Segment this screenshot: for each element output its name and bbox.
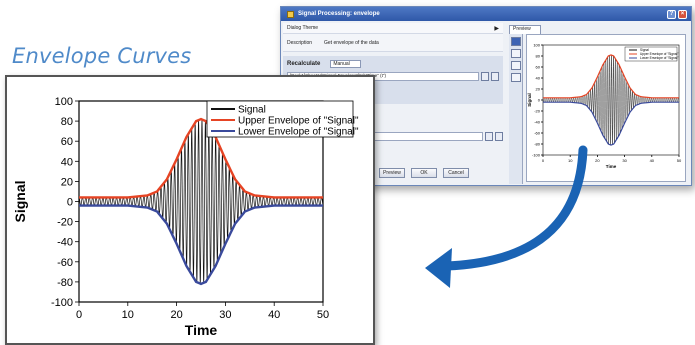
y-tick-label: 0 [67,197,73,209]
output-menu-button[interactable] [495,131,503,141]
dialog-title-bar: Signal Processing: envelope ? × [281,7,691,21]
fit-icon[interactable] [511,37,521,46]
graph-window: 0 10 20 30 40 50 100 80 60 40 20 0 -20 -40 -60 -80 -100 T… [5,75,375,345]
y-tick-label: 100 [533,43,540,48]
y-tick-label: 60 [61,136,73,148]
y-tick-label: 80 [61,116,73,128]
tab-preview[interactable]: Preview [509,25,541,34]
dialog-theme-row[interactable]: Dialog Theme ▶ [283,23,503,34]
y-tick-label: -40 [57,237,73,249]
y-axis-label: Signal [12,180,28,222]
y-tick-label: 100 [55,96,73,108]
y-tick-label: -20 [534,109,541,114]
description-row: Description Get envelope of the data [283,34,503,52]
y-tick-label: -20 [57,217,73,229]
expand-arrow-icon[interactable]: ▶ [494,25,499,32]
description-label: Description [287,39,313,46]
x-tick-label: 40 [268,309,280,321]
x-tick-label: 0 [542,158,545,163]
legend-label: Upper Envelope of "Signal" [238,116,359,127]
preview-button[interactable]: Preview [379,168,405,178]
preview-plot: 0 10 20 30 40 50 100 80 60 40 20 0 -20 -40 -60 -80 -100 T… [526,34,686,182]
y-tick-label: -40 [534,120,541,125]
x-axis-label: Time [606,164,617,169]
x-tick-label: 10 [122,309,134,321]
app-icon [287,10,294,18]
preview-toolbar [509,34,523,184]
lower-envelope-line [79,204,323,286]
y-tick-label: -60 [534,131,541,136]
y-tick-label: 80 [536,54,541,59]
y-tick-label: -60 [57,257,73,269]
ok-button[interactable]: OK [411,168,437,178]
dialog-theme-label: Dialog Theme [287,25,319,31]
upper-envelope-line [543,54,679,99]
zoom-icon[interactable] [511,49,521,58]
y-tick-label: 40 [536,76,541,81]
y-tick-label: 20 [61,176,73,188]
input-picker-button[interactable] [481,71,489,81]
recalculate-select[interactable]: Manual [330,60,361,68]
legend-box [624,46,678,62]
export-icon[interactable] [511,73,521,82]
x-tick-label: 20 [595,158,600,163]
page-headline: Envelope Curves [12,44,192,68]
x-tick-label: 10 [568,158,573,163]
envelope-dialog: Signal Processing: envelope ? × Dialog T… [280,6,692,186]
y-tick-label: -100 [51,297,73,309]
y-tick-label: 60 [536,65,541,70]
x-tick-label: 0 [76,309,82,321]
output-picker-button[interactable] [485,131,493,141]
legend-label: Lower Envelope of "Signal" [640,56,678,60]
close-icon[interactable]: × [678,9,687,19]
x-tick-label: 30 [622,158,627,163]
input-menu-button[interactable] [491,71,499,81]
x-axis-label: Time [185,322,218,338]
y-tick-label: -80 [57,277,73,289]
y-tick-label: -100 [532,153,541,158]
cancel-button[interactable]: Cancel [443,168,469,178]
legend-label: Upper Envelope of "Signal" [640,52,678,56]
y-tick-label: 40 [61,156,73,168]
x-tick-label: 50 [317,309,329,321]
x-tick-label: 30 [219,309,231,321]
y-tick-label: 0 [538,98,541,103]
y-tick-label: -80 [534,142,541,147]
x-tick-label: 50 [677,158,682,163]
x-tick-label: 40 [650,158,655,163]
y-axis-label: Signal [527,93,532,107]
y-tick-label: 20 [536,87,541,92]
preview-chart: 0 10 20 30 40 50 100 80 60 40 20 0 -20 -40 -60 -80 -100 T… [527,43,682,170]
envelope-chart: 0 10 20 30 40 50 100 80 60 40 20 0 -20 -40 -60 -80 -100 T… [12,96,359,338]
recalculate-label: Recalculate [287,61,321,67]
refresh-icon[interactable] [511,61,521,70]
legend-label: Lower Envelope of "Signal" [238,127,359,138]
help-icon[interactable]: ? [667,9,676,19]
description-value: Get envelope of the data [324,39,379,46]
x-tick-label: 20 [170,309,182,321]
legend-label: Signal [640,48,649,52]
lower-envelope-line [543,101,679,146]
upper-envelope-line [79,117,323,199]
legend-label: Signal [238,105,266,116]
dialog-title: Signal Processing: envelope [298,11,380,17]
